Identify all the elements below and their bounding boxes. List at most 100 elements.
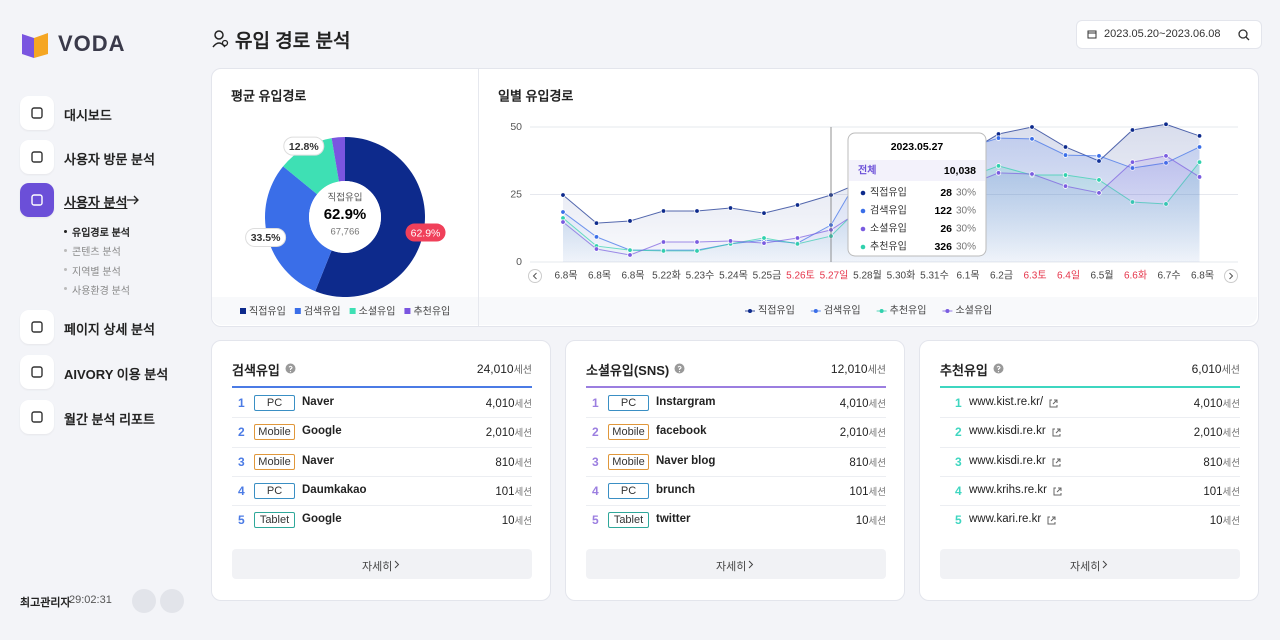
submenu-label[interactable]: 콘텐츠 분석 bbox=[72, 247, 121, 259]
session-time: 29:02:31 bbox=[69, 594, 112, 606]
menu-label[interactable]: 사용자 방문 분석 bbox=[64, 152, 155, 167]
rank: 1 bbox=[592, 396, 599, 410]
rank: 4 bbox=[955, 483, 962, 498]
more-button[interactable] bbox=[586, 549, 886, 579]
x-tick-label: 5.26토 bbox=[786, 271, 815, 282]
tooltip-share: 30% bbox=[956, 224, 976, 235]
source-name: Google bbox=[302, 425, 342, 438]
data-point bbox=[627, 247, 633, 253]
data-point bbox=[660, 239, 667, 245]
legend-label: 직접유입 bbox=[758, 304, 795, 317]
center-value: 62.9% bbox=[324, 206, 367, 223]
submenu-label[interactable]: 유입경로 분석 bbox=[72, 228, 130, 239]
center-count: 67,766 bbox=[330, 227, 359, 238]
rank: 4 bbox=[238, 483, 245, 498]
device-tag: Mobile bbox=[254, 453, 295, 470]
user-button[interactable] bbox=[160, 589, 184, 613]
row-value: 2,010세션 bbox=[485, 427, 532, 440]
row-value: 2,010세션 bbox=[1193, 427, 1240, 440]
row-sep bbox=[232, 417, 532, 419]
tooltip-dot bbox=[860, 244, 866, 250]
row-value: 810세션 bbox=[1203, 456, 1240, 469]
legend-swatch bbox=[349, 308, 356, 314]
device-tag: PC bbox=[254, 395, 295, 411]
data-point bbox=[1062, 152, 1069, 158]
menu-label[interactable]: 사용자 분석 bbox=[64, 195, 128, 210]
data-point bbox=[794, 235, 801, 241]
menu-label[interactable]: 월간 분석 리포트 bbox=[64, 412, 155, 427]
menu-glyph bbox=[31, 107, 43, 119]
menu-label[interactable]: 페이지 상세 분석 bbox=[64, 322, 155, 337]
submenu-bullet bbox=[64, 268, 67, 272]
tooltip-share: 30% bbox=[956, 188, 976, 199]
pie-slice bbox=[331, 137, 345, 182]
y-tick-label: 0 bbox=[516, 256, 522, 268]
y-tick-label: 50 bbox=[510, 121, 522, 133]
row-value: 101세션 bbox=[495, 485, 532, 498]
more-label[interactable]: 자세히 bbox=[362, 561, 393, 573]
row-sep bbox=[232, 446, 532, 448]
data-point bbox=[560, 219, 566, 225]
menu-icon[interactable] bbox=[20, 400, 54, 434]
row-sep bbox=[940, 505, 1240, 507]
chart-title: 평균 유입경로 bbox=[231, 88, 306, 103]
submenu-label[interactable]: 지역별 분석 bbox=[72, 266, 121, 278]
card-rule bbox=[586, 386, 886, 388]
device-tag: PC bbox=[254, 482, 295, 499]
more-button[interactable] bbox=[232, 549, 532, 579]
x-tick-label: 6.8목 bbox=[1191, 270, 1214, 282]
menu-icon[interactable] bbox=[20, 140, 54, 174]
tooltip-dot bbox=[860, 208, 866, 214]
legend-label: 직접유입 bbox=[249, 305, 286, 318]
row-value: 101세션 bbox=[849, 485, 886, 498]
data-point bbox=[727, 238, 734, 244]
donut-center bbox=[309, 181, 381, 253]
menu-label[interactable]: 대시보드 bbox=[64, 108, 112, 123]
device-tag: PC bbox=[608, 482, 649, 499]
card-title: 추천유입 bbox=[940, 363, 988, 378]
menu-icon[interactable] bbox=[20, 310, 54, 344]
external-link-icon bbox=[1052, 458, 1061, 467]
row-sep bbox=[940, 446, 1240, 448]
data-point bbox=[761, 235, 767, 241]
source-name: Naver bbox=[302, 454, 334, 467]
data-point bbox=[1096, 190, 1102, 196]
source-name: Naver bbox=[302, 396, 334, 408]
unit: 세션 bbox=[1222, 516, 1240, 528]
help-icon bbox=[993, 363, 1004, 374]
data-point bbox=[1196, 159, 1203, 165]
card-total: 6,010세션 bbox=[1191, 362, 1240, 376]
logo-mark bbox=[22, 33, 48, 58]
more-label[interactable]: 자세히 bbox=[1070, 561, 1101, 573]
x-tick-label: 6.8목 bbox=[621, 270, 644, 282]
data-point bbox=[995, 170, 1002, 176]
nav-button[interactable] bbox=[1224, 269, 1238, 283]
unit: 세션 bbox=[514, 399, 532, 410]
unit: 세션 bbox=[868, 516, 886, 528]
x-tick-label: 6.5월 bbox=[1090, 270, 1113, 282]
more-button[interactable] bbox=[940, 549, 1240, 579]
date-picker[interactable] bbox=[1076, 20, 1262, 49]
unit: 세션 bbox=[868, 486, 886, 498]
help-icon bbox=[285, 363, 296, 374]
menu-label[interactable]: AIVORY 이용 분석 bbox=[64, 367, 169, 382]
data-point bbox=[1096, 177, 1102, 183]
nav-button[interactable] bbox=[528, 269, 542, 283]
unit: 세션 bbox=[513, 365, 532, 376]
card-rule bbox=[940, 386, 1240, 388]
rank: 5 bbox=[592, 513, 599, 528]
submenu-label[interactable]: 사용환경 분석 bbox=[72, 285, 130, 297]
user-button[interactable] bbox=[132, 589, 156, 613]
menu-icon[interactable] bbox=[20, 183, 54, 217]
more-label[interactable]: 자세히 bbox=[716, 561, 747, 573]
calendar-icon bbox=[1087, 30, 1097, 39]
row-sep bbox=[586, 505, 886, 507]
card-total: 12,010세션 bbox=[830, 362, 886, 376]
menu-icon[interactable] bbox=[20, 96, 54, 130]
legend-swatch bbox=[294, 308, 301, 314]
menu-icon[interactable] bbox=[20, 355, 54, 389]
card-title: 소셜유입(SNS) bbox=[586, 363, 670, 378]
data-point bbox=[794, 202, 801, 208]
data-point bbox=[1163, 153, 1169, 159]
